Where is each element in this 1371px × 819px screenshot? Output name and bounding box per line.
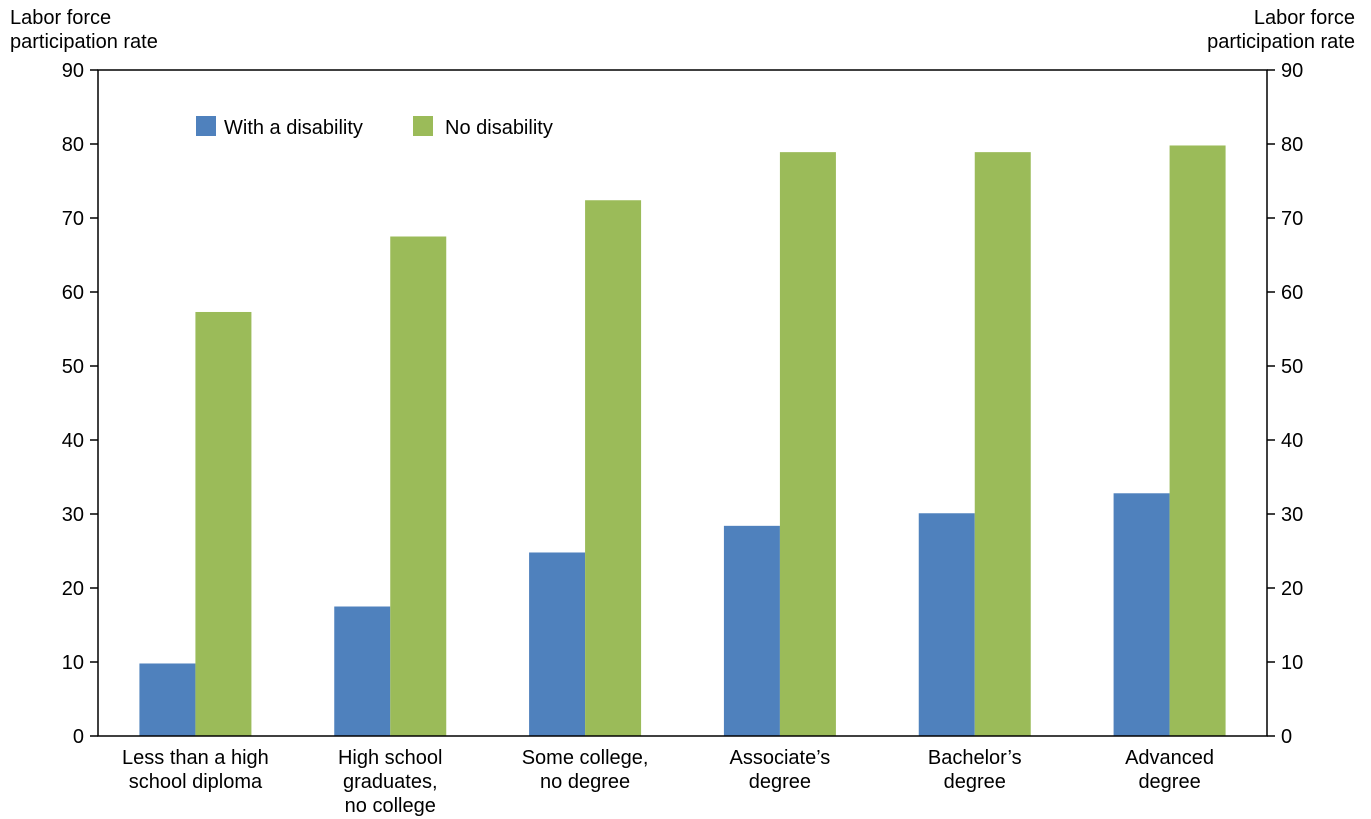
legend-item: No disability [413, 116, 553, 139]
right-tick-label: 40 [1281, 430, 1303, 452]
category-label-line: High school [338, 747, 443, 769]
left-tick-label: 70 [62, 208, 84, 230]
left-tick-label: 60 [62, 282, 84, 304]
bar-with-disability [334, 606, 391, 736]
category-label-line: no college [345, 795, 436, 817]
bar-no-disability [779, 152, 836, 736]
bar-with-disability [1113, 493, 1170, 736]
bar-no-disability [390, 236, 447, 736]
bar-with-disability [139, 663, 196, 736]
bar-with-disability [529, 552, 586, 736]
category-label-line: Advanced [1125, 747, 1214, 769]
left-tick-label: 80 [62, 134, 84, 156]
right-axis-label-line: Labor force [1254, 7, 1355, 29]
right-tick-label: 20 [1281, 578, 1303, 600]
bars [139, 145, 1226, 737]
right-tick-label: 30 [1281, 504, 1303, 526]
legend-item: With a disability [196, 116, 363, 139]
bar-no-disability [1169, 145, 1226, 737]
legend-label: No disability [445, 117, 553, 139]
right-tick-label: 50 [1281, 356, 1303, 378]
right-tick-label: 0 [1281, 726, 1292, 748]
bar-with-disability [918, 513, 975, 736]
right-tick-label: 90 [1281, 60, 1303, 82]
right-tick-label: 60 [1281, 282, 1303, 304]
bar-no-disability [195, 311, 252, 736]
left-tick-label: 0 [73, 726, 84, 748]
left-tick-label: 10 [62, 652, 84, 674]
left-tick-label: 20 [62, 578, 84, 600]
bar-no-disability [585, 200, 642, 737]
legend-swatch [196, 116, 216, 136]
left-tick-label: 40 [62, 430, 84, 452]
right-axis-label-line: participation rate [1207, 31, 1355, 53]
right-tick-label: 10 [1281, 652, 1303, 674]
left-axis-label-line: Labor force [10, 7, 111, 29]
legend-swatch [413, 116, 433, 136]
bar-with-disability [723, 525, 780, 736]
category-label-line: Associate’s [730, 747, 831, 769]
category-label-line: Less than a high [122, 747, 269, 769]
right-tick-label: 80 [1281, 134, 1303, 156]
legend: With a disability No disability [196, 116, 553, 139]
category-label-line: no degree [540, 771, 630, 793]
bar-no-disability [974, 152, 1031, 736]
category-label-line: degree [1138, 771, 1200, 793]
left-tick-label: 50 [62, 356, 84, 378]
left-axis-label-line: participation rate [10, 31, 158, 53]
right-axis-ticks: 0 10 20 30 40 50 60 70 80 90 [1267, 60, 1303, 748]
category-label-line: degree [944, 771, 1006, 793]
category-label: Some college,no degree [522, 747, 649, 793]
right-tick-label: 70 [1281, 208, 1303, 230]
left-axis-ticks: 0 10 20 30 40 50 60 70 80 90 [62, 60, 98, 748]
category-label-line: graduates, [343, 771, 438, 793]
plot-frame [97, 69, 1268, 737]
category-label-line: degree [749, 771, 811, 793]
category-label-line: Bachelor’s [928, 747, 1022, 769]
left-tick-label: 30 [62, 504, 84, 526]
left-tick-label: 90 [62, 60, 84, 82]
legend-label: With a disability [224, 117, 363, 139]
category-label-line: school diploma [129, 771, 263, 793]
category-label-line: Some college, [522, 747, 649, 769]
